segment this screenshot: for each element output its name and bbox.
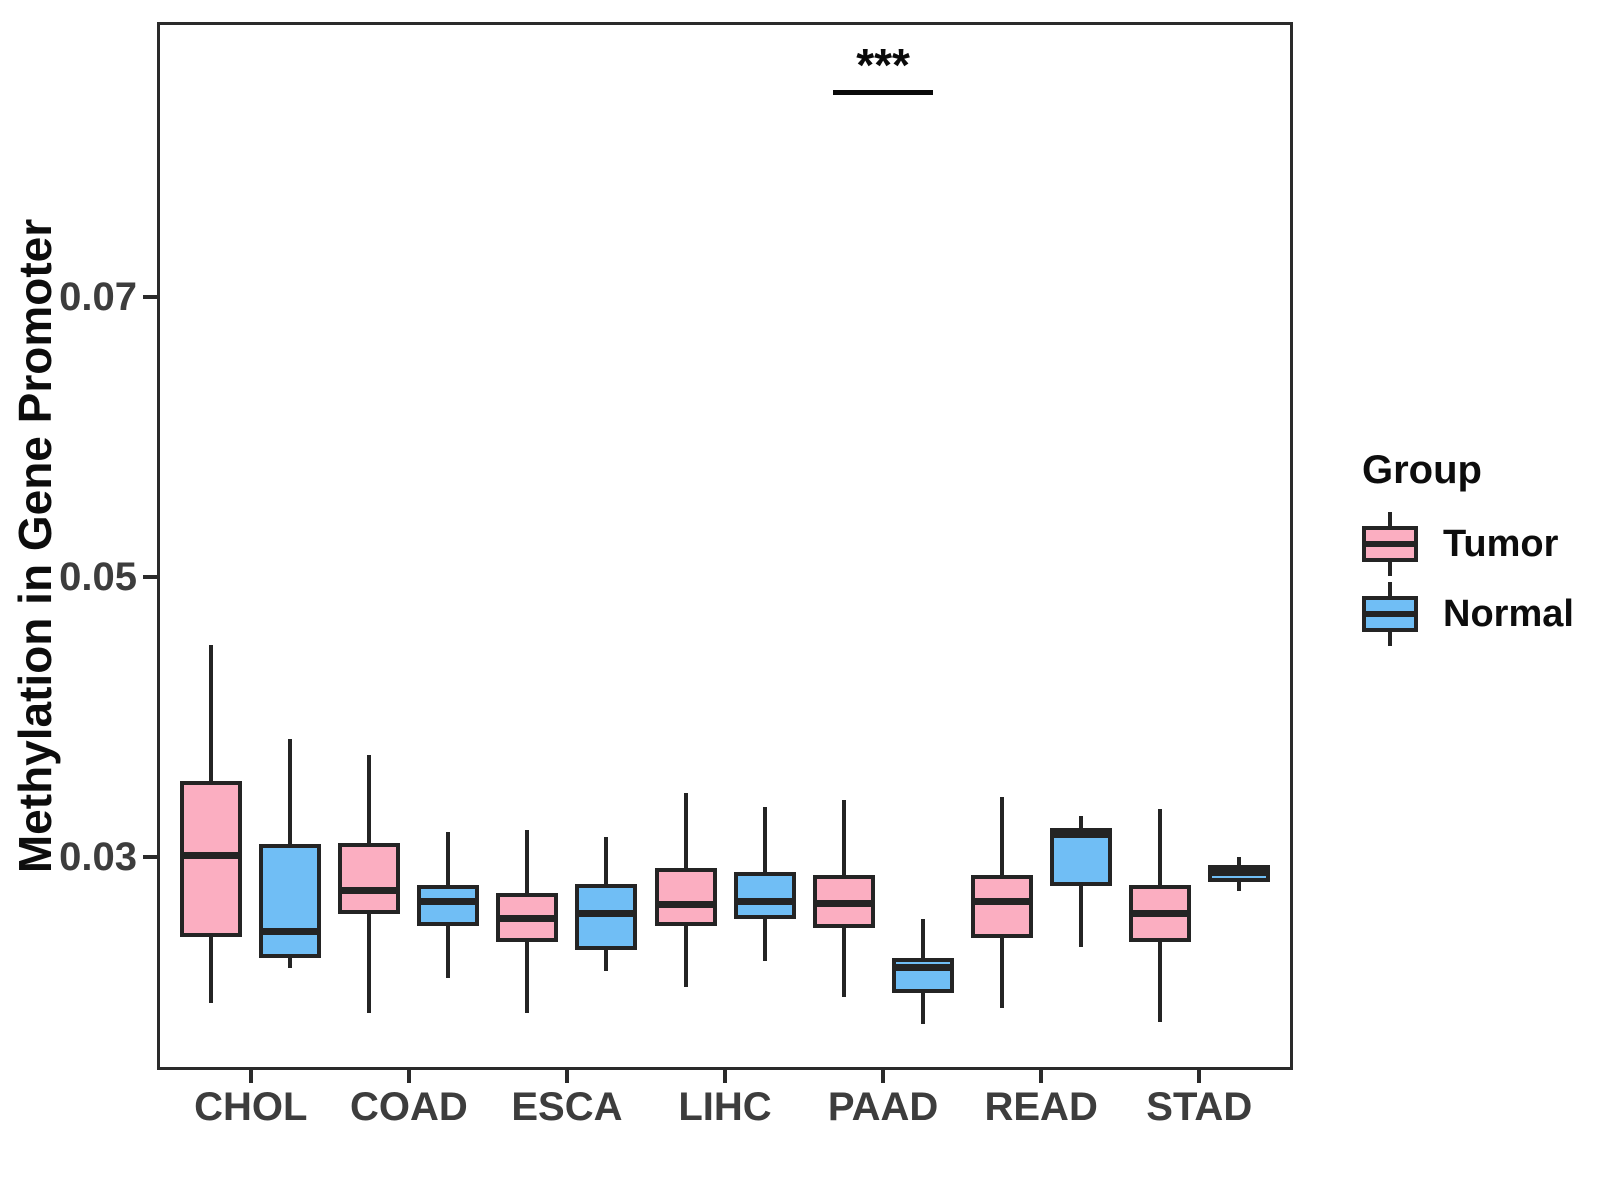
box-tumor-READ <box>970 875 1033 939</box>
box-tumor-CHOL <box>180 781 243 937</box>
median-tumor-COAD <box>341 887 398 895</box>
x-axis-category-label: READ <box>984 1085 1098 1129</box>
y-axis-tick <box>143 294 157 299</box>
legend-items: Tumor Normal <box>1362 509 1574 649</box>
y-axis-tick-label: 0.07 <box>59 274 137 319</box>
plot-panel <box>157 22 1293 1070</box>
y-axis-tick <box>143 574 157 579</box>
legend-boxplot-glyph-normal <box>1362 582 1418 646</box>
box-normal-LIHC <box>733 872 796 919</box>
x-axis-tick <box>1039 1070 1044 1083</box>
box-tumor-LIHC <box>654 868 717 926</box>
y-axis-tick-label: 0.05 <box>59 554 137 599</box>
legend-boxplot-glyph-tumor <box>1362 512 1418 576</box>
legend-item-normal: Normal <box>1362 579 1574 649</box>
x-axis-category-label: ESCA <box>511 1085 623 1129</box>
legend-item-tumor: Tumor <box>1362 509 1574 579</box>
legend-title: Group <box>1362 448 1482 492</box>
significance-stars: *** <box>856 39 910 92</box>
box-normal-ESCA <box>575 883 638 950</box>
x-axis-category-label: COAD <box>349 1085 468 1129</box>
legend-glyph-median <box>1362 611 1418 617</box>
x-axis-tick <box>564 1070 569 1083</box>
x-axis-tick <box>1197 1070 1202 1083</box>
median-tumor-ESCA <box>499 915 556 923</box>
x-axis-tick <box>881 1070 886 1083</box>
median-normal-READ <box>1052 831 1109 839</box>
median-tumor-CHOL <box>183 852 240 860</box>
significance-line <box>833 90 934 96</box>
box-normal-CHOL <box>259 844 322 958</box>
median-tumor-PAAD <box>815 899 872 907</box>
median-tumor-READ <box>973 898 1030 906</box>
legend: Group Tumor Normal <box>1362 448 1574 649</box>
median-normal-CHOL <box>262 927 319 935</box>
y-axis-tick-label: 0.03 <box>59 835 137 880</box>
legend-label: Normal <box>1443 592 1574 635</box>
box-normal-PAAD <box>891 957 954 993</box>
median-normal-PAAD <box>894 964 951 972</box>
x-axis-category-label: PAAD <box>827 1085 939 1129</box>
median-normal-ESCA <box>578 909 635 917</box>
x-axis-tick <box>248 1070 253 1083</box>
legend-glyph-median <box>1362 541 1418 547</box>
median-normal-STAD <box>1210 868 1267 876</box>
median-normal-COAD <box>420 898 477 906</box>
legend-label: Tumor <box>1443 522 1559 565</box>
median-tumor-STAD <box>1131 909 1188 917</box>
x-axis-category-label: LIHC <box>678 1085 772 1129</box>
x-axis-category-label: CHOL <box>194 1085 308 1129</box>
x-axis-tick <box>723 1070 727 1083</box>
median-tumor-LIHC <box>657 901 714 909</box>
x-axis-tick <box>406 1070 411 1083</box>
box-tumor-COAD <box>338 843 401 915</box>
x-axis-category-label: STAD <box>1146 1085 1253 1129</box>
y-axis-tick <box>143 855 157 860</box>
box-normal-COAD <box>417 885 480 926</box>
median-normal-LIHC <box>736 898 793 906</box>
